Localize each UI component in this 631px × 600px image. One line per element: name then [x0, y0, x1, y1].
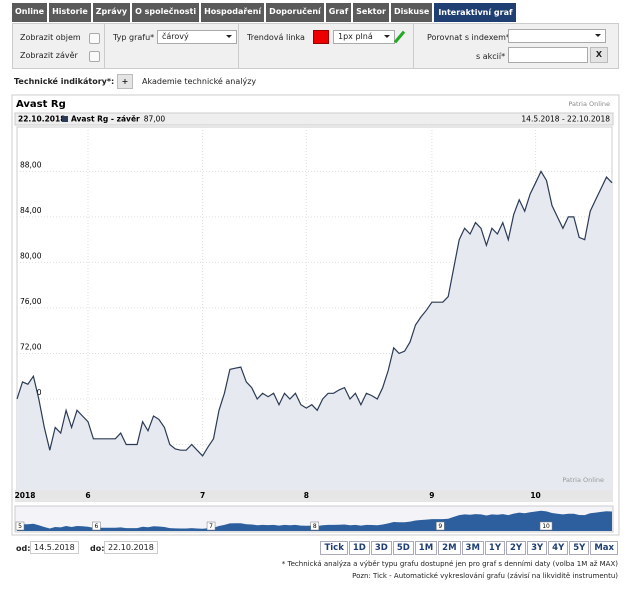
label: Porovnat s indexem* [427, 33, 510, 42]
range-button[interactable]: 3Y [527, 541, 548, 555]
navigator-label: 9 [438, 523, 442, 530]
navigator-label-box [92, 521, 101, 531]
label: Zobrazit závěr [20, 51, 78, 60]
select[interactable] [508, 29, 606, 43]
note: * Technická analýza a výběr typu grafu d… [281, 560, 618, 568]
range-buttons: Tick 1D 3D 5D 1M 2M 3M 1Y 2Y 3Y 4Y 5Y Max [320, 541, 618, 555]
legend-swatch [62, 116, 68, 122]
navigator-label: 7 [209, 523, 213, 530]
line [16, 170, 613, 457]
label: s akcií* [476, 52, 506, 61]
checkbox[interactable] [89, 51, 100, 62]
navigator-area [17, 510, 612, 531]
color-swatch[interactable] [313, 30, 329, 44]
note: Pozn: Tick - Automatické vykreslování gr… [352, 572, 618, 580]
navigator-label-box [206, 521, 216, 531]
area [17, 171, 612, 490]
source: Patria Online [568, 100, 610, 108]
y-tick-label: 84,00 [20, 206, 42, 215]
legend-entry: Avast Rg - závěr [71, 115, 140, 124]
y-tick-label: 80,00 [20, 251, 42, 260]
label: Zobrazit objem [20, 33, 81, 42]
last-value: 87,00 [144, 115, 166, 124]
range-button[interactable]: 2M [438, 541, 461, 555]
navigator-label-box [539, 521, 553, 531]
range-button[interactable]: 3M [461, 541, 484, 555]
navigator-label: 10 [542, 523, 550, 530]
x-tick-label: 6 [85, 491, 90, 500]
date-input[interactable]: 22.10.2018 [104, 541, 158, 554]
pencil-icon[interactable] [393, 30, 406, 44]
y-tick-label: 72,00 [20, 342, 42, 351]
y-tick-label: 76,00 [20, 297, 42, 306]
link[interactable]: Akademie technické analýzy [142, 77, 257, 86]
y-tick-label: 88,00 [20, 160, 42, 169]
range-label: 14.5.2018 - 22.10.2018 [521, 115, 610, 124]
tab[interactable]: O společnosti [132, 3, 200, 22]
tabs: Online Historie Zprávy O společnosti Hospoda… [12, 3, 517, 22]
x-tick-label: 8 [304, 491, 309, 500]
navigator-label: 5 [18, 523, 22, 530]
tab[interactable]: Historie [49, 3, 91, 22]
navigator-label: 6 [95, 523, 99, 530]
navigator-label-box [15, 521, 25, 531]
tab[interactable]: Hospodaření [201, 3, 265, 22]
chart-header [14, 112, 614, 126]
date-input[interactable]: 14.5.2018 [30, 541, 79, 554]
tab[interactable]: Doporučení [266, 3, 324, 22]
range-button[interactable]: Tick [320, 541, 348, 555]
navigator-label: 8 [313, 523, 317, 530]
tab[interactable]: Diskuse [390, 3, 433, 22]
label: Technické indikátory*: [14, 77, 115, 86]
label: do: [90, 544, 105, 553]
navigator-label-box [310, 521, 320, 531]
clear-button[interactable]: X [590, 47, 608, 63]
label: Trendová linka [247, 33, 305, 42]
tab[interactable]: Interaktivní graf [434, 3, 517, 22]
label: Typ grafu* [113, 33, 155, 42]
range-button[interactable]: 4Y [548, 541, 569, 555]
tab[interactable]: Online [12, 3, 48, 22]
tab[interactable]: Zprávy [92, 3, 131, 22]
range-button[interactable]: 2Y [506, 541, 527, 555]
range-button[interactable]: 5Y [569, 541, 590, 555]
range-button[interactable]: Max [590, 541, 618, 555]
range-button[interactable]: 1D [348, 541, 370, 555]
chart-title: Avast Rg [16, 99, 66, 110]
add-button[interactable]: + [117, 74, 133, 89]
range-button[interactable]: 1M [414, 541, 438, 555]
checkbox[interactable] [89, 33, 100, 44]
x-axis-strip [15, 490, 613, 502]
input[interactable] [508, 47, 588, 63]
x-tick-label: 9 [429, 491, 434, 500]
watermark: Patria Online [562, 476, 604, 484]
control-panel: Zobrazit objem Zobrazit závěr Typ grafu*… [12, 23, 619, 69]
tab[interactable]: Sektor [353, 3, 389, 22]
navigator-label-box [436, 521, 445, 531]
label: od: [16, 544, 31, 553]
x-tick-label: 10 [530, 491, 540, 500]
select[interactable]: čárový [157, 30, 237, 44]
tab[interactable]: Graf [325, 3, 352, 22]
range-button[interactable]: 3D [370, 541, 392, 555]
range-button[interactable]: 1Y [484, 541, 505, 555]
select[interactable]: 1px plná [333, 30, 395, 44]
x-tick-label: 2018 [15, 491, 36, 500]
x-tick-label: 7 [200, 491, 205, 500]
range-button[interactable]: 5D [392, 541, 414, 555]
header-date: 22.10.2018 [18, 115, 65, 124]
